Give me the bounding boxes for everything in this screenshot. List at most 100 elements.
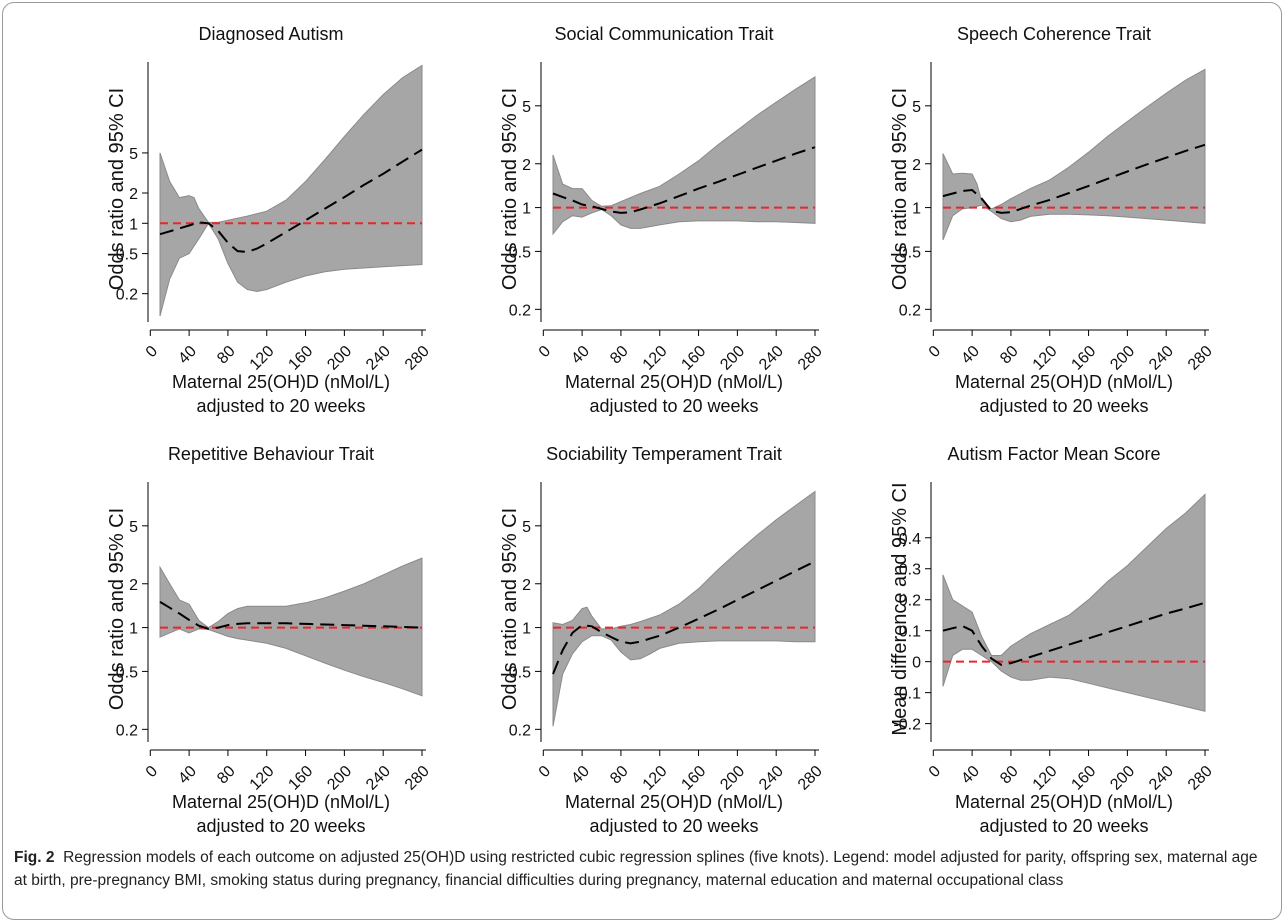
panel-title: Speech Coherence Trait <box>957 24 1151 44</box>
x-tick-label: 40 <box>568 763 593 788</box>
x-tick-label: 0 <box>143 343 161 361</box>
y-tick-label: 2 <box>522 577 531 594</box>
x-tick-label: 160 <box>1068 343 1099 374</box>
chart-panel-3: Speech Coherence Trait 0.2 0.5 1 2 5 0 40 80 120 1… <box>889 24 1216 416</box>
x-tick-label: 240 <box>363 343 394 374</box>
y-axis-label: Mean difference and 95% CI <box>889 482 911 735</box>
ci-band <box>552 490 816 727</box>
y-tick-label: 2 <box>912 157 921 174</box>
x-tick-label: 0 <box>143 763 161 781</box>
x-axis-label: Maternal 25(OH)D (nMol/L) <box>172 372 390 392</box>
estimate-line <box>942 143 1206 214</box>
panel-title: Autism Factor Mean Score <box>947 444 1160 464</box>
x-tick-label: 0 <box>536 763 554 781</box>
x-tick-label: 120 <box>640 763 671 794</box>
x-axis-sublabel: adjusted to 20 weeks <box>589 396 758 416</box>
y-tick-label: 0.2 <box>116 287 138 304</box>
x-tick-label: 0 <box>926 763 944 781</box>
panel-title: Repetitive Behaviour Trait <box>168 444 374 464</box>
x-tick-label: 280 <box>795 763 826 794</box>
y-tick-label: 0 <box>912 655 921 672</box>
y-tick-label: 2 <box>522 157 531 174</box>
y-tick-label: 0.4 <box>899 531 921 548</box>
y-tick-label: 5 <box>522 519 531 536</box>
x-tick-label: 200 <box>717 343 748 374</box>
y-tick-label: 0.5 <box>509 664 531 681</box>
ci-band <box>942 68 1206 241</box>
y-tick-label: 0.2 <box>509 302 531 319</box>
x-tick-label: 40 <box>175 763 200 788</box>
y-tick-label: 2 <box>129 577 138 594</box>
x-tick-label: 120 <box>247 343 278 374</box>
chart-panel-1: Diagnosed Autism 0.2 0.5 1 2 5 0 40 80 120 160 200 2… <box>106 24 433 416</box>
y-tick-label: 0.1 <box>899 624 921 641</box>
chart-panel-6: Autism Factor Mean Score -0.2 -0.1 0 0.1 0.2 0… <box>889 444 1216 836</box>
figure-label: Fig. 2 <box>14 849 55 866</box>
x-tick-label: 0 <box>926 343 944 361</box>
y-tick-label: 1 <box>522 201 531 218</box>
x-tick-label: 80 <box>214 343 239 368</box>
x-tick-label: 200 <box>324 763 355 794</box>
y-tick-label: 0.2 <box>116 722 138 739</box>
x-tick-label: 240 <box>1146 343 1177 374</box>
panel-title: Social Communication Trait <box>554 24 773 44</box>
y-tick-label: 1 <box>129 216 138 233</box>
x-tick-label: 80 <box>214 763 239 788</box>
y-tick-label: 0.5 <box>899 244 921 261</box>
chart-panel-5: Sociability Temperament Trait 0.2 0.5 1 2 5 0 4… <box>499 444 826 836</box>
y-axis-label: Odds ratio and 95% CI <box>106 508 128 710</box>
caption-text: Regression models of each outcome on adj… <box>14 849 1258 889</box>
y-tick-label: -0.1 <box>893 686 921 703</box>
panel-title: Diagnosed Autism <box>198 24 343 44</box>
figure-caption: Fig. 2 Regression models of each outcome… <box>14 846 1272 892</box>
panel-title: Sociability Temperament Trait <box>546 444 782 464</box>
estimate-line <box>159 601 423 630</box>
x-axis-sublabel: adjusted to 20 weeks <box>589 816 758 836</box>
ci-band <box>942 493 1206 712</box>
x-tick-label: 280 <box>402 763 433 794</box>
x-tick-label: 120 <box>640 343 671 374</box>
y-tick-label: 5 <box>912 99 921 116</box>
x-tick-label: 80 <box>997 343 1022 368</box>
x-tick-label: 80 <box>607 343 632 368</box>
x-tick-label: 240 <box>363 763 394 794</box>
y-axis-label: Odds ratio and 95% CI <box>499 508 521 710</box>
ci-band <box>552 75 816 236</box>
y-tick-label: 1 <box>129 621 138 638</box>
x-axis-sublabel: adjusted to 20 weeks <box>979 396 1148 416</box>
x-tick-label: 160 <box>678 343 709 374</box>
y-tick-label: 1 <box>522 621 531 638</box>
x-tick-label: 120 <box>1030 763 1061 794</box>
y-tick-label: 2 <box>129 186 138 203</box>
x-axis-sublabel: adjusted to 20 weeks <box>196 816 365 836</box>
y-tick-label: 5 <box>129 519 138 536</box>
y-tick-label: 1 <box>912 201 921 218</box>
x-axis-sublabel: adjusted to 20 weeks <box>196 396 365 416</box>
x-tick-label: 120 <box>247 763 278 794</box>
x-tick-label: 40 <box>175 343 200 368</box>
x-tick-label: 280 <box>402 343 433 374</box>
x-tick-label: 40 <box>568 343 593 368</box>
x-tick-label: 240 <box>1146 763 1177 794</box>
y-tick-label: 0.2 <box>509 722 531 739</box>
y-axis-label: Odds ratio and 95% CI <box>106 88 128 290</box>
y-axis-label: Odds ratio and 95% CI <box>499 88 521 290</box>
x-axis-label: Maternal 25(OH)D (nMol/L) <box>955 372 1173 392</box>
x-tick-label: 120 <box>1030 343 1061 374</box>
x-axis-label: Maternal 25(OH)D (nMol/L) <box>955 792 1173 812</box>
x-tick-label: 240 <box>756 763 787 794</box>
x-tick-label: 80 <box>607 763 632 788</box>
y-tick-label: 0.5 <box>509 244 531 261</box>
x-tick-label: 160 <box>285 343 316 374</box>
x-axis-label: Maternal 25(OH)D (nMol/L) <box>172 792 390 812</box>
estimate-line <box>942 601 1206 666</box>
chart-panel-4: Repetitive Behaviour Trait 0.2 0.5 1 2 5 0 40 80… <box>106 444 433 836</box>
y-axis-label: Odds ratio and 95% CI <box>889 88 911 290</box>
y-tick-label: 0.5 <box>116 664 138 681</box>
x-tick-label: 160 <box>285 763 316 794</box>
estimate-line <box>552 146 816 214</box>
estimate-line <box>159 148 423 253</box>
x-axis-label: Maternal 25(OH)D (nMol/L) <box>565 792 783 812</box>
